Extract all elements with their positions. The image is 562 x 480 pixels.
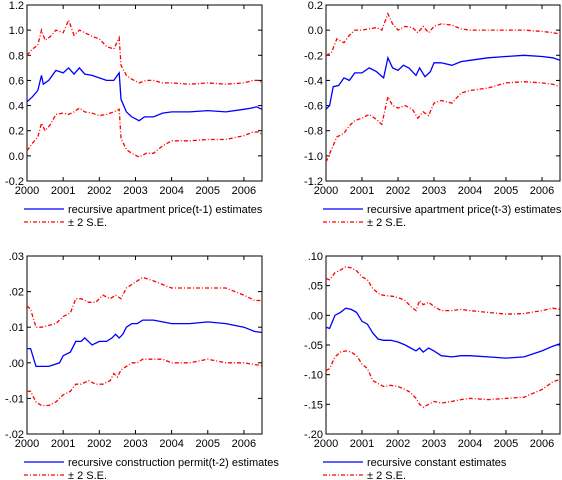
x-tick-label: 2002 xyxy=(87,438,111,450)
y-tick-label: -1.2 xyxy=(304,176,323,188)
se-band-line-1 xyxy=(325,266,561,315)
se-band-line-2 xyxy=(27,358,263,407)
y-tick-label: 1.0 xyxy=(9,25,24,37)
plot-frame xyxy=(325,4,561,182)
x-tick-label: 2000 xyxy=(15,185,39,197)
x-tick-label: 2006 xyxy=(232,438,256,450)
y-tick-label: 1.2 xyxy=(9,0,24,12)
se-band-line-2 xyxy=(325,350,561,409)
y-tick-label: -0.2 xyxy=(5,176,24,188)
estimate-line xyxy=(325,307,561,359)
y-tick-label: -0.4 xyxy=(304,75,323,87)
se-band-line-1 xyxy=(26,18,263,85)
y-tick-label: .00 xyxy=(9,358,24,370)
x-tick-label: 2003 xyxy=(422,438,446,450)
y-tick-label: 0.4 xyxy=(9,101,24,113)
legend-label: recursive constant estimates xyxy=(367,457,507,469)
y-tick-label: .02 xyxy=(9,287,24,299)
chart-panel-3: -.02 -.01 .00 .01 .02 .03 2000 2001 2002 2003 2004… xyxy=(5,251,279,480)
x-tick-label: 2000 xyxy=(15,438,39,450)
y-tick-label: .01 xyxy=(9,322,24,334)
y-tick-label: -.20 xyxy=(304,429,323,441)
estimate-line xyxy=(325,54,561,110)
x-tick-label: 2004 xyxy=(458,185,482,197)
x-tick-label: 2002 xyxy=(386,438,410,450)
legend-label: recursive construction permit(t-2) estim… xyxy=(68,457,279,469)
x-tick-label: 2004 xyxy=(159,438,183,450)
x-tick-label: 2000 xyxy=(314,438,338,450)
y-tick-label: .10 xyxy=(308,251,323,263)
y-tick-label: -.01 xyxy=(5,393,24,405)
legend-label: ± 2 S.E. xyxy=(68,470,107,480)
chart-panel-2: -1.2 -1.0 -0.8 -0.6 -0.4 -0.2 0.0 0.2 2000 2001 20… xyxy=(304,0,562,229)
y-tick-label: 0.6 xyxy=(9,75,24,87)
x-tick-label: 2001 xyxy=(51,185,75,197)
legend-label: ± 2 S.E. xyxy=(367,217,406,229)
x-tick-label: 2001 xyxy=(350,185,374,197)
plot-frame xyxy=(26,4,263,182)
se-band-line-2 xyxy=(325,81,561,163)
se-band-line-2 xyxy=(26,107,263,158)
y-tick-label: -0.8 xyxy=(304,126,323,138)
x-tick-label: 2003 xyxy=(123,438,147,450)
x-tick-label: 2004 xyxy=(159,185,183,197)
y-tick-label: -1.0 xyxy=(304,151,323,163)
x-tick-label: 2004 xyxy=(458,438,482,450)
legend-label: recursive apartment price(t-3) estimates xyxy=(367,204,562,216)
x-tick-label: 2000 xyxy=(314,185,338,197)
x-tick-label: 2001 xyxy=(350,438,374,450)
x-tick-label: 2001 xyxy=(51,438,75,450)
x-tick-label: 2006 xyxy=(530,185,554,197)
y-tick-label: 0.2 xyxy=(308,0,323,12)
x-tick-label: 2002 xyxy=(87,185,111,197)
x-tick-label: 2005 xyxy=(494,185,518,197)
plot-frame xyxy=(26,255,263,435)
y-tick-label: -.15 xyxy=(304,399,323,411)
se-band-line-1 xyxy=(325,12,561,56)
y-tick-label: 0.8 xyxy=(9,50,24,62)
x-tick-label: 2006 xyxy=(232,185,256,197)
y-tick-label: -.02 xyxy=(5,429,24,441)
x-tick-label: 2002 xyxy=(386,185,410,197)
y-tick-label: 0.0 xyxy=(9,151,24,163)
x-tick-label: 2003 xyxy=(123,185,147,197)
y-tick-label: -0.2 xyxy=(304,50,323,62)
plot-frame xyxy=(325,255,561,435)
legend-label: ± 2 S.E. xyxy=(367,470,406,480)
y-tick-label: -.10 xyxy=(304,370,323,382)
y-tick-label: -0.6 xyxy=(304,101,323,113)
estimate-line xyxy=(27,319,263,368)
x-tick-label: 2005 xyxy=(494,438,518,450)
y-tick-label: 0.2 xyxy=(9,126,24,138)
x-tick-label: 2005 xyxy=(196,185,220,197)
y-tick-label: .00 xyxy=(308,310,323,322)
x-tick-label: 2003 xyxy=(422,185,446,197)
y-tick-label: .05 xyxy=(308,281,323,293)
estimate-line xyxy=(26,66,263,122)
y-tick-label: .03 xyxy=(9,251,24,263)
chart-panel-4: -.20 -.15 -.10 -.05 .00 .05 .10 2000 2001 2002 200… xyxy=(304,251,561,480)
x-tick-label: 2005 xyxy=(196,438,220,450)
y-tick-label: -.05 xyxy=(304,340,323,352)
x-tick-label: 2006 xyxy=(530,438,554,450)
chart-panel-1: -0.2 0.0 0.2 0.4 0.6 0.8 1.0 1.2 2000 2001 2002 200… xyxy=(5,0,263,229)
legend-label: ± 2 S.E. xyxy=(68,217,107,229)
legend-label: recursive apartment price(t-1) estimates xyxy=(68,204,263,216)
y-tick-label: 0.0 xyxy=(308,25,323,37)
